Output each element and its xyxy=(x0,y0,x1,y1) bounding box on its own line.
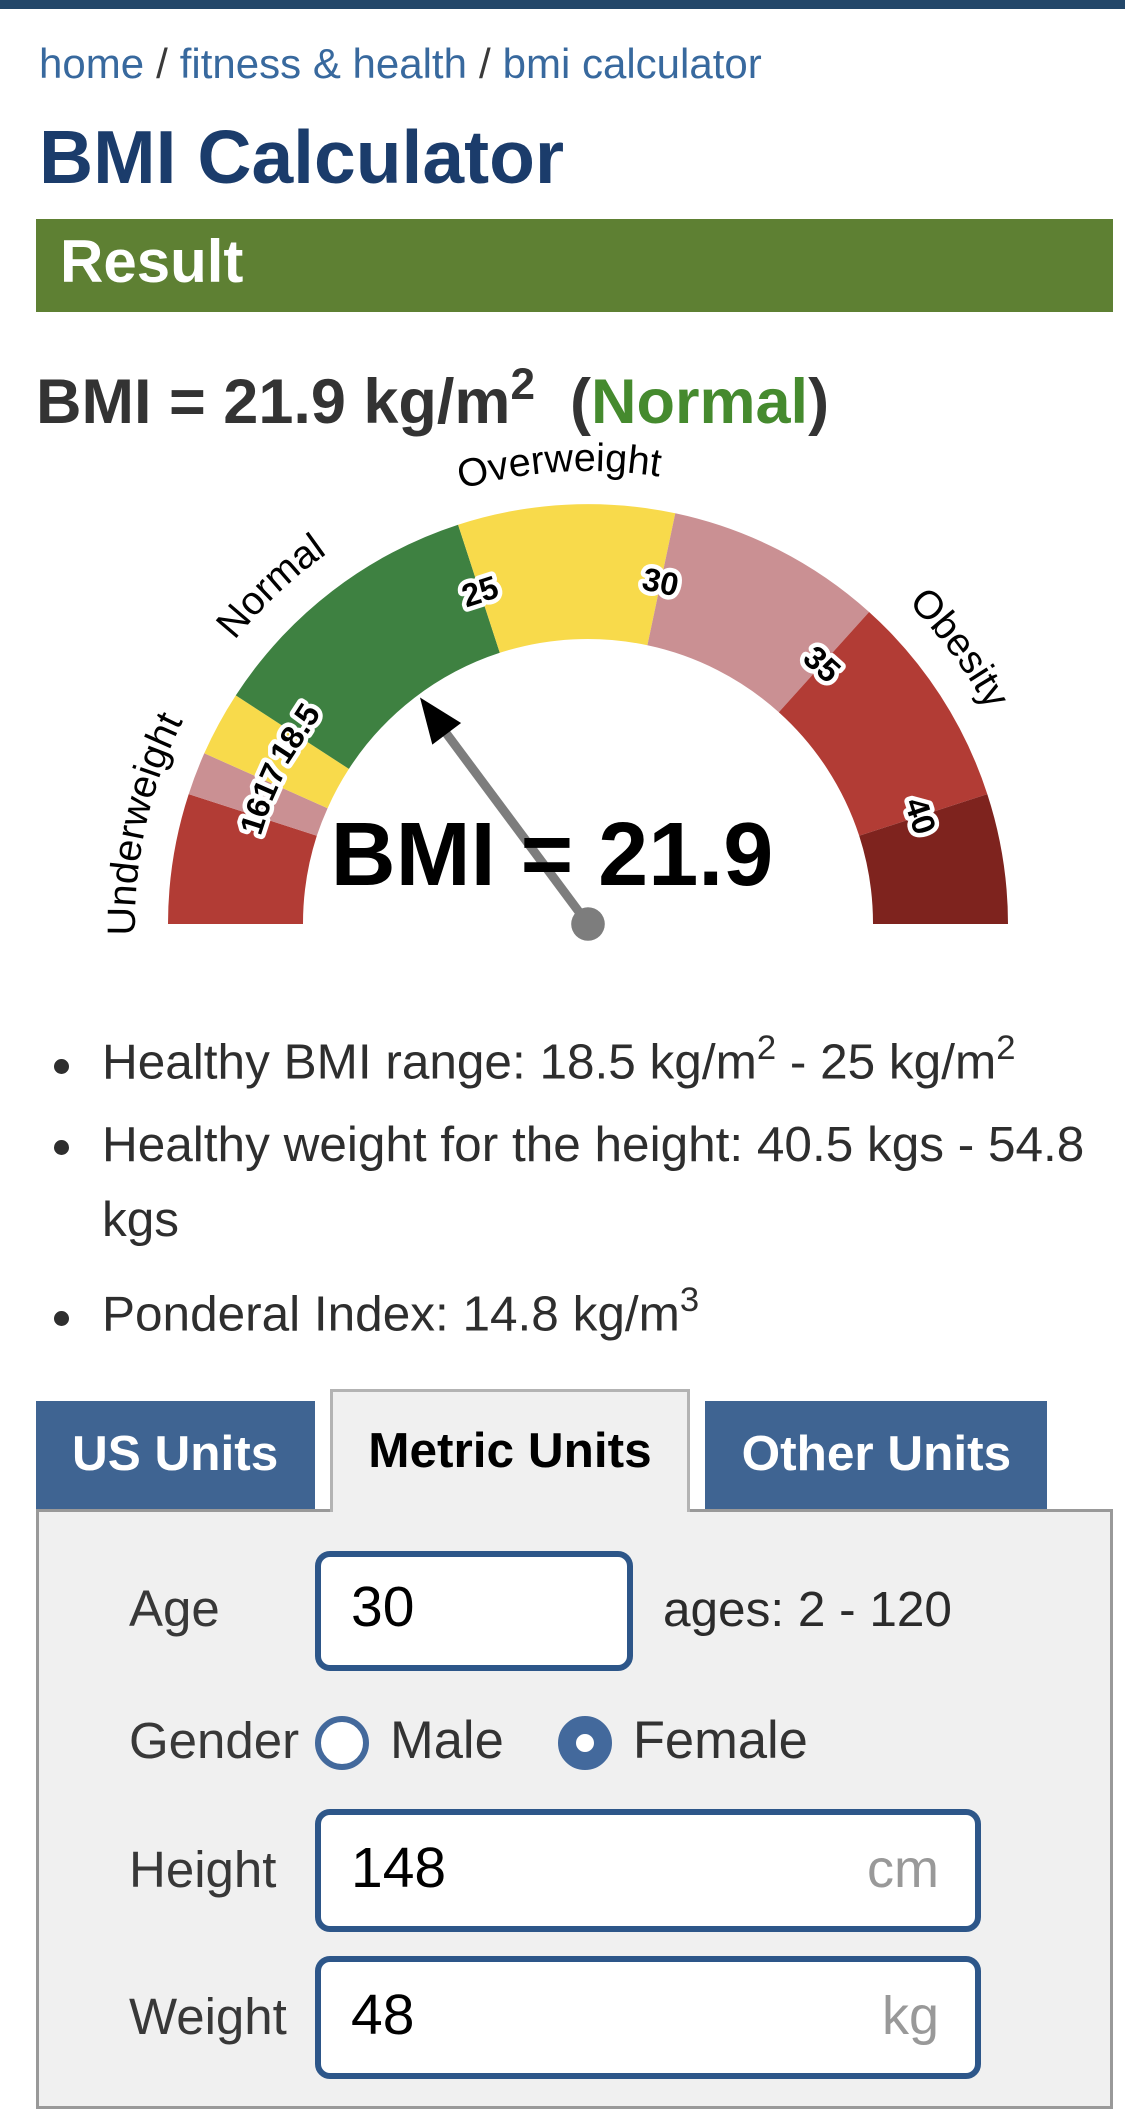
page-title: BMI Calculator xyxy=(39,117,565,201)
result-banner: Result xyxy=(36,219,1113,312)
gauge-segment xyxy=(647,513,870,713)
bmi-unit-superscript: 2 xyxy=(510,363,535,411)
breadcrumb: home / fitness & health / bmi calculator xyxy=(39,39,1125,87)
male-radio-label[interactable]: Male xyxy=(390,1710,504,1770)
gauge-center-value: BMI = 21.9 xyxy=(331,805,774,905)
result-bullet-item: Healthy BMI range: 18.5 kg/m2 - 25 kg/m2 xyxy=(102,1014,1116,1101)
female-radio-label[interactable]: Female xyxy=(632,1710,808,1770)
male-radio-button[interactable] xyxy=(315,1714,369,1769)
age-label: Age xyxy=(129,1581,220,1638)
tab-us-units[interactable]: US Units xyxy=(36,1401,315,1509)
breadcrumb-link-home[interactable]: home xyxy=(39,39,145,87)
gauge-segment xyxy=(458,504,676,653)
result-bullet-item: Ponderal Index: 14.8 kg/m3 xyxy=(102,1266,1116,1353)
gauge-segment xyxy=(778,612,988,836)
gender-row: Gender Male Female xyxy=(129,1710,1110,1773)
age-range-hint: ages: 2 - 120 xyxy=(663,1582,952,1637)
gauge-segment xyxy=(168,794,317,924)
gauge-segment xyxy=(188,753,328,836)
status-paren-close: ) xyxy=(808,369,830,438)
height-row: Height 148 cm xyxy=(129,1809,1110,1932)
height-unit-label: cm xyxy=(867,1839,939,1899)
result-bullet-list: Healthy BMI range: 18.5 kg/m2 - 25 kg/m2… xyxy=(36,1014,1116,1353)
bmi-gauge-chart: UnderweightNormalOverweightObesity161718… xyxy=(100,436,1018,941)
tab-metric-units[interactable]: Metric Units xyxy=(329,1389,691,1512)
breadcrumb-separator: / xyxy=(156,39,168,87)
female-radio-button[interactable] xyxy=(557,1714,612,1769)
gender-label: Gender xyxy=(129,1711,300,1769)
gauge-category-label: Overweight xyxy=(453,436,665,498)
units-tab-bar: US Units Metric Units Other Units xyxy=(36,1389,1125,1512)
breadcrumb-separator: / xyxy=(478,39,491,87)
bmi-value-text: BMI = 21.9 kg/m xyxy=(36,369,511,438)
gauge-tick-label: 30 xyxy=(639,561,682,604)
bmi-status-label: Normal xyxy=(591,369,809,438)
weight-label: Weight xyxy=(129,1987,287,2045)
gauge-needle xyxy=(439,726,592,927)
weight-row: Weight 48 kg xyxy=(129,1956,1110,2079)
age-row: Age 30 ages: 2 - 120 xyxy=(129,1512,1110,1671)
gauge-segment xyxy=(859,794,1008,924)
age-input-value: 30 xyxy=(351,1578,415,1641)
bmi-calculator-page: home / fitness & health / bmi calculator BMI… xyxy=(0,0,1125,2030)
top-bar xyxy=(0,0,1125,9)
result-bullet-item: Healthy weight for the height: 40.5 kgs … xyxy=(102,1110,1116,1257)
breadcrumb-link-bmi-calculator[interactable]: bmi calculator xyxy=(502,39,762,87)
weight-input[interactable]: 48 kg xyxy=(315,1956,981,2079)
weight-unit-label: kg xyxy=(881,1986,939,2046)
height-input[interactable]: 148 cm xyxy=(315,1809,981,1932)
height-label: Height xyxy=(129,1840,277,1898)
weight-input-value: 48 xyxy=(351,1984,415,2048)
height-input-value: 148 xyxy=(351,1837,447,1901)
metric-units-form-panel: Age 30 ages: 2 - 120 Gender Male Female … xyxy=(36,1509,1113,2109)
age-input[interactable]: 30 xyxy=(315,1551,633,1671)
gauge-segment xyxy=(235,524,500,769)
tab-other-units[interactable]: Other Units xyxy=(705,1401,1048,1509)
gauge-needle-arrowhead xyxy=(420,697,462,745)
status-paren-open: ( xyxy=(534,369,591,438)
gauge-needle-pivot xyxy=(571,907,605,941)
breadcrumb-link-fitness-health[interactable]: fitness & health xyxy=(179,39,467,87)
gauge-segment xyxy=(204,695,349,809)
bmi-result-line: BMI = 21.9 kg/m2 (Normal) xyxy=(36,348,1125,444)
